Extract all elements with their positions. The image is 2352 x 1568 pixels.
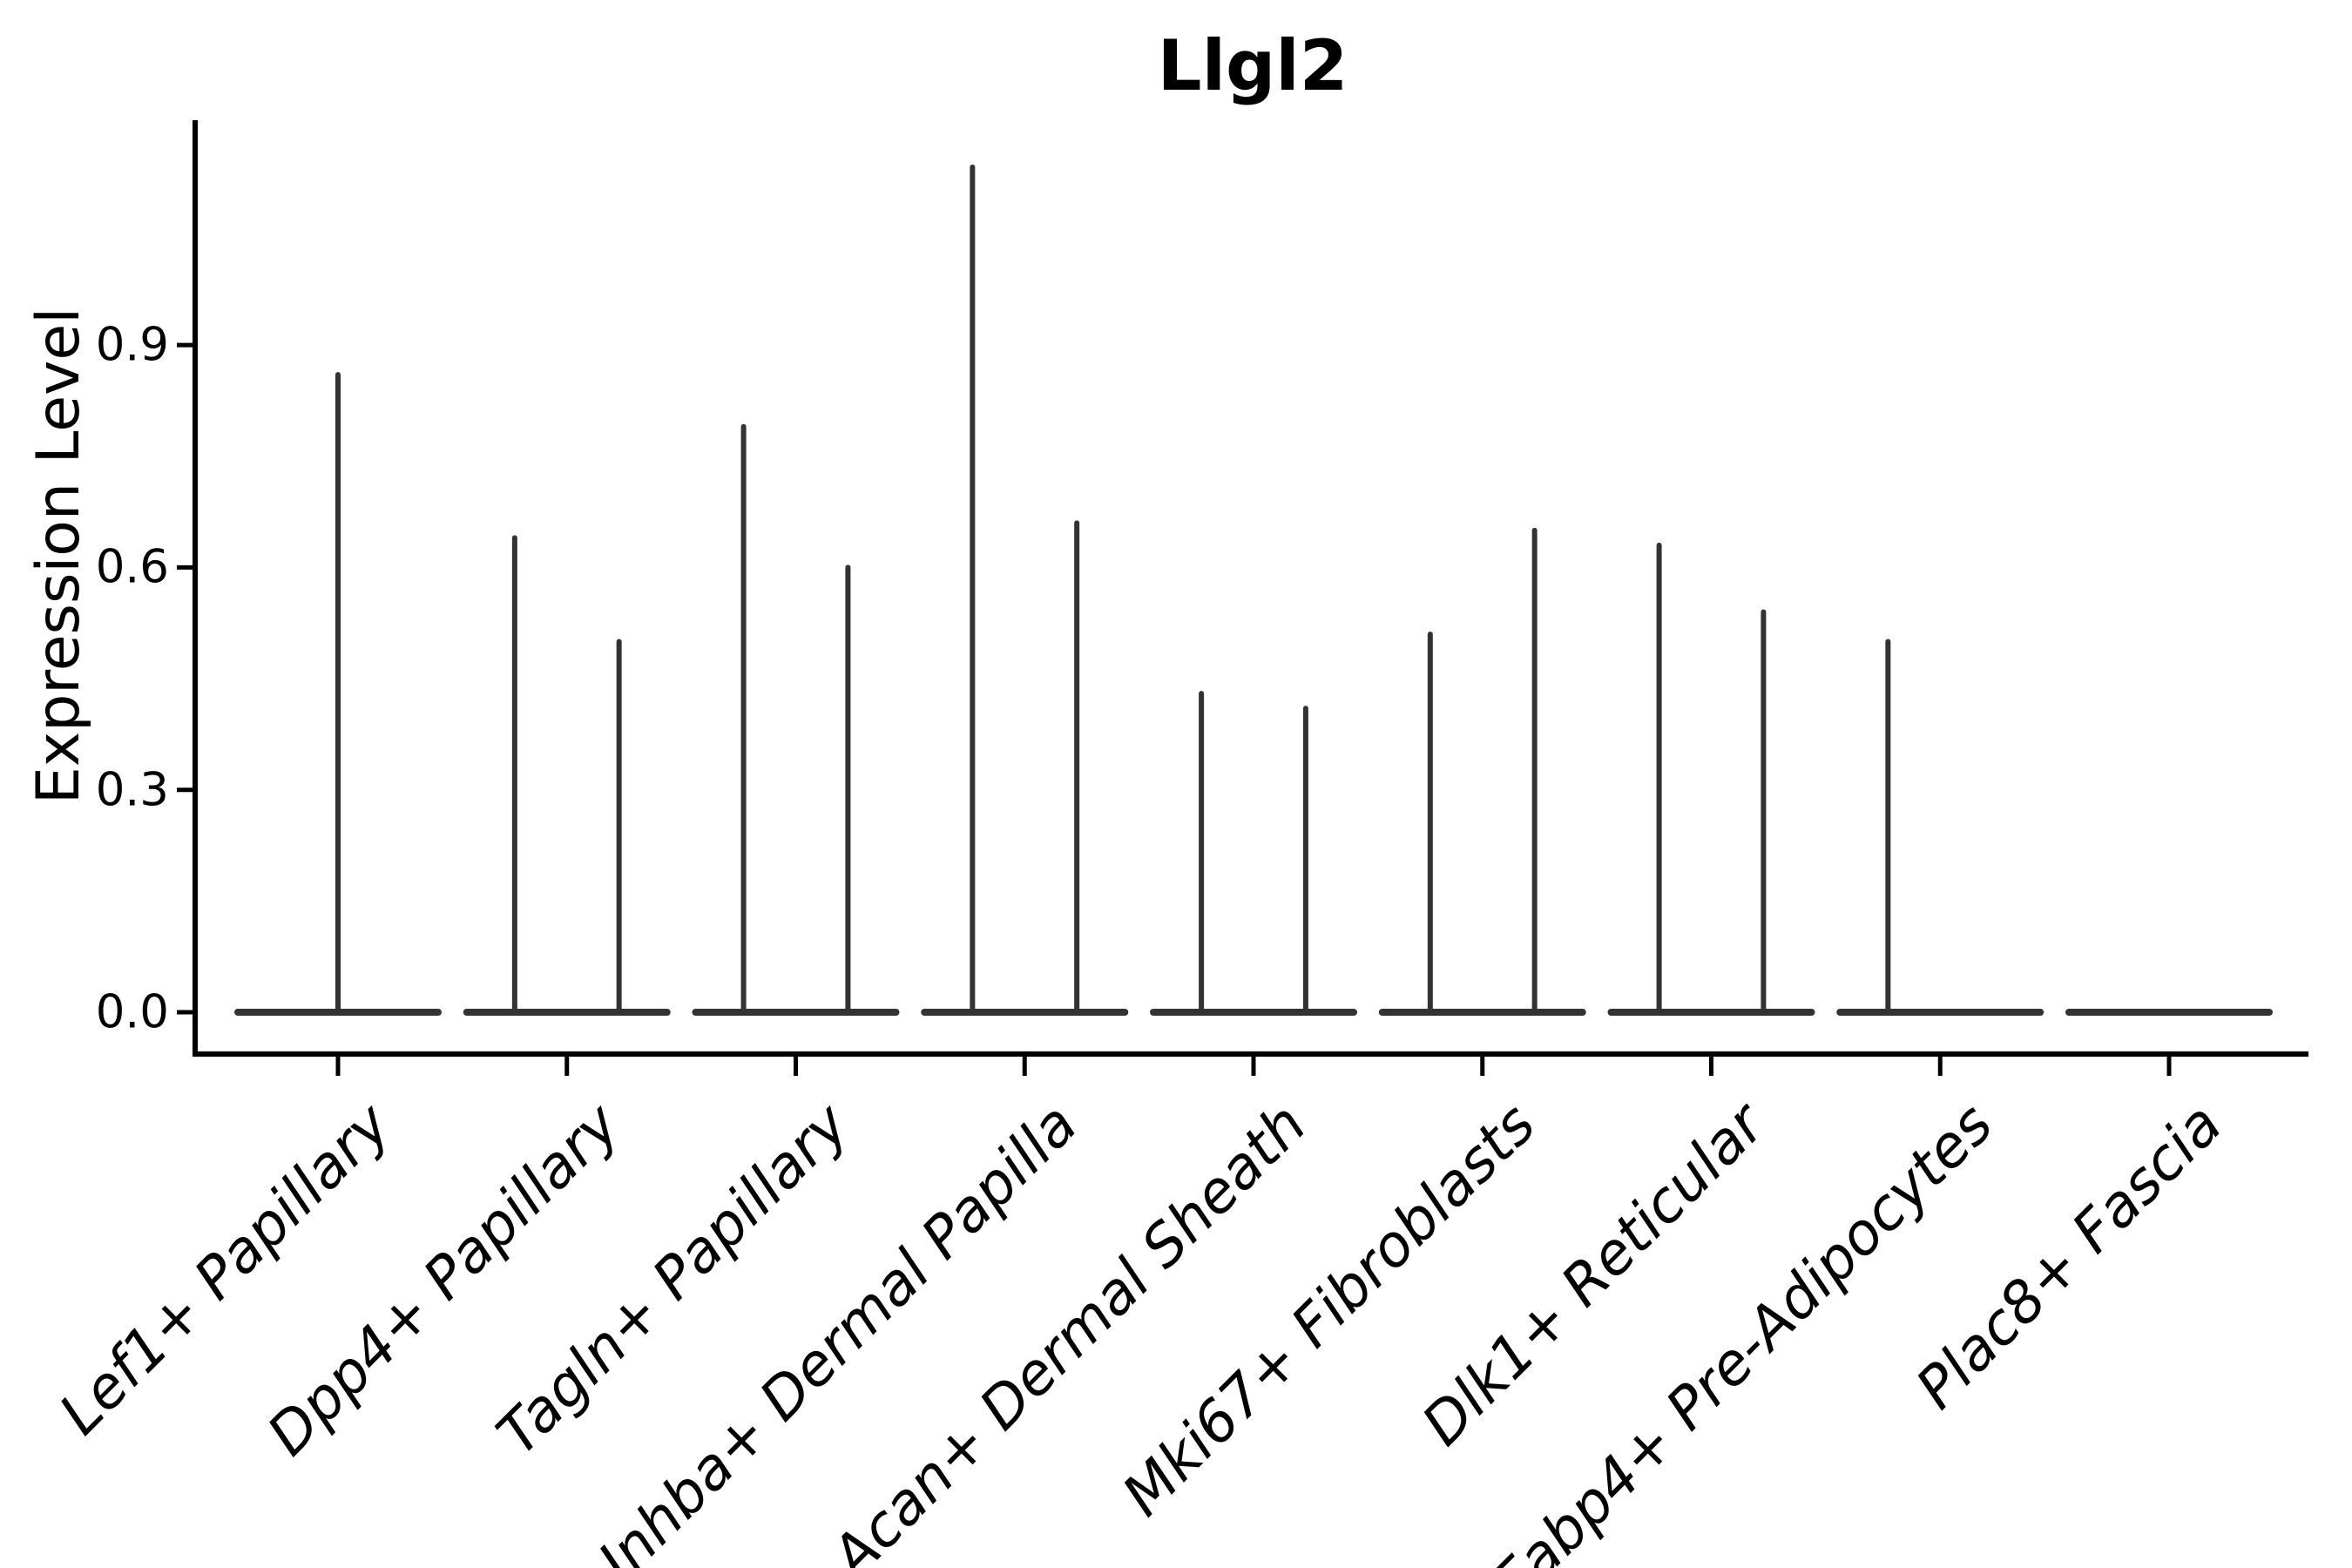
y-tick-label: 0.0 (95, 985, 169, 1039)
violin-base (1378, 1009, 1586, 1016)
violin-base (1607, 1009, 1815, 1016)
y-axis-line (193, 120, 198, 1057)
y-tick-label: 0.9 (95, 318, 169, 372)
violin-base (1836, 1009, 2044, 1016)
violin-base (1150, 1009, 1357, 1016)
violin-base (2065, 1009, 2273, 1016)
chart-title: Llgl2 (1157, 25, 1348, 106)
violin-base (692, 1009, 900, 1016)
violin-base (921, 1009, 1129, 1016)
y-tick-label: 0.3 (95, 763, 169, 817)
y-tick-label: 0.6 (95, 540, 169, 594)
x-axis-line (193, 1051, 2308, 1057)
violin-base (463, 1009, 671, 1016)
